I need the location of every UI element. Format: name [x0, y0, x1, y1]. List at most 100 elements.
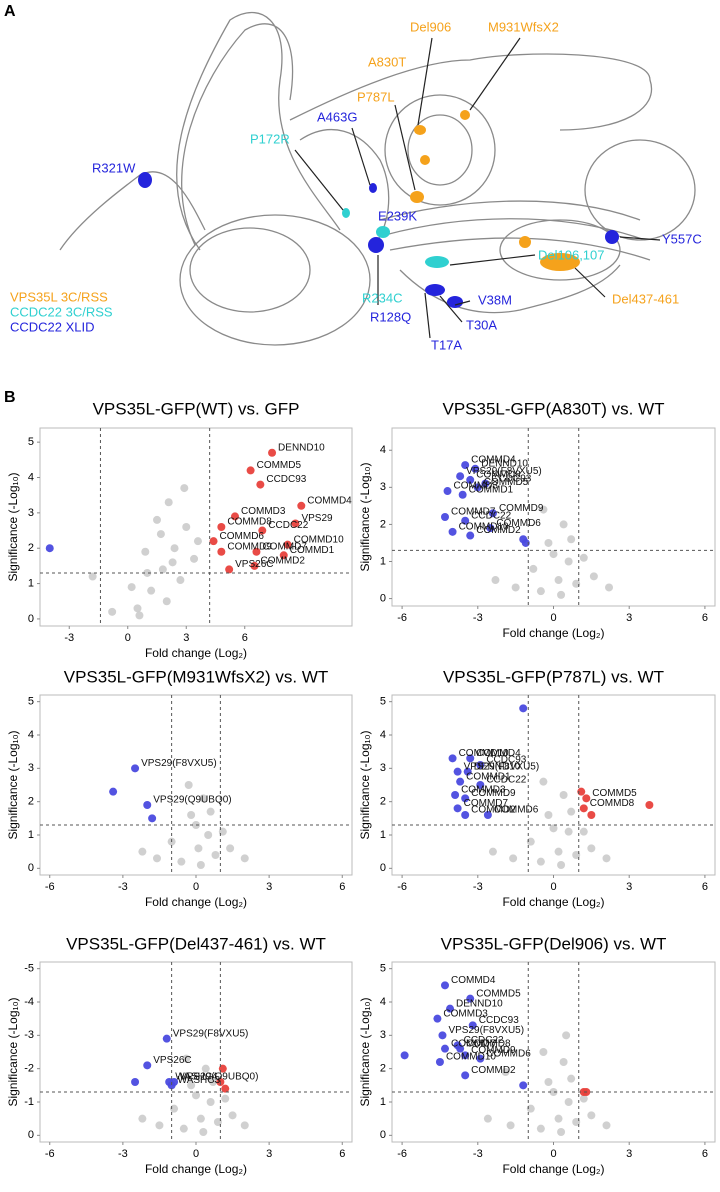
x-tick-label: -3 [473, 881, 483, 893]
data-point [228, 1111, 237, 1120]
point-label: COMMD6 [494, 805, 539, 816]
point-label: VPS29(Q9UBQ0) [153, 795, 231, 806]
x-tick-label: 6 [339, 881, 345, 893]
mutation-label: R234C [362, 290, 402, 305]
volcano-plot: VPS35L-GFP(M931WfsX2) vs. WT -6 -3 0 3 6 0 1 2 3 4… [6, 667, 353, 909]
data-point [164, 498, 173, 507]
data-point [246, 466, 255, 475]
point-label: CCDC93 [266, 474, 306, 485]
data-point [446, 1004, 455, 1013]
x-tick-label: 6 [339, 1148, 345, 1160]
data-point [511, 583, 520, 592]
plot-frame [39, 427, 353, 627]
data-point [602, 1121, 611, 1130]
volcano-plot: VPS35L-GFP(A830T) vs. WT -6 -3 0 3 6 0 1 2 3 4 Fold… [358, 399, 716, 640]
y-axis-label: Significance (-Log₁₀) [6, 472, 20, 581]
data-point [526, 1104, 535, 1113]
point-label: COMMD4 [471, 455, 516, 466]
data-point [481, 479, 490, 488]
pointer-lines [294, 37, 661, 339]
y-tick-label: 1 [380, 829, 386, 841]
point-label: COMMD2 [471, 1065, 516, 1076]
data-point [572, 851, 581, 859]
legend-entry: CCDC22 XLID [10, 319, 95, 334]
data-point [562, 1031, 571, 1040]
y-tick-label: 3 [380, 1029, 386, 1041]
data-point [179, 1124, 188, 1133]
data-point [461, 811, 470, 819]
data-point [587, 1111, 596, 1120]
point-label: COMMD2 [261, 556, 306, 567]
mutation-label: P787L [357, 89, 395, 104]
x-tick-label: 3 [266, 881, 272, 893]
data-point [217, 547, 226, 556]
x-axis-label: Fold change (Log₂) [502, 1162, 604, 1176]
data-point [258, 526, 267, 535]
point-label: COMMD9 [471, 788, 516, 799]
data-point [564, 557, 573, 566]
data-point [519, 704, 528, 713]
plot-title: VPS35L-GFP(Del437-461) vs. WT [66, 934, 326, 953]
data-point [536, 1124, 545, 1133]
legend: VPS35L 3C/RSS CCDC22 3C/RSS CCDC22 XLID [10, 289, 113, 334]
data-point [400, 1051, 409, 1060]
data-point [206, 807, 215, 816]
x-tick-label: 6 [702, 1148, 708, 1160]
y-tick-label: 0 [380, 1129, 386, 1141]
point-label: COMMD2 [476, 525, 521, 536]
x-tick-label: -6 [397, 881, 407, 893]
y-tick-label: 2 [380, 1063, 386, 1075]
data-point [158, 565, 167, 574]
data-point [577, 787, 586, 796]
data-point [88, 572, 97, 581]
point-label: COMMD5 [484, 477, 529, 488]
x-tick-label: 3 [626, 612, 632, 624]
x-tick-label: 0 [193, 1148, 199, 1160]
data-point [109, 787, 118, 796]
data-point [567, 1074, 576, 1083]
data-point [199, 794, 208, 803]
panel-label: A [4, 3, 16, 20]
data-point [143, 568, 152, 577]
data-point [209, 537, 218, 546]
data-point [453, 804, 462, 813]
point-label: COMMD1 [290, 545, 335, 556]
data-point [268, 448, 277, 457]
data-point [466, 994, 475, 1003]
data-point [196, 1114, 205, 1123]
point-label: COMMD6 [496, 518, 541, 529]
data-point [544, 811, 553, 819]
volcano-plot: VPS35L-GFP(Del906) vs. WT -6 -3 0 3 6 0 1 2 3 4 5 Fo… [358, 934, 716, 1176]
data-point [587, 844, 596, 853]
data-point [217, 523, 226, 531]
data-point [463, 767, 472, 776]
mutation-label: M931WfsX2 [488, 19, 559, 34]
x-tick-label: -3 [64, 632, 74, 644]
y-tick-label: 4 [380, 729, 386, 741]
data-point [438, 1031, 447, 1040]
y-tick-label: 3 [28, 762, 34, 774]
plot-frame [39, 961, 353, 1143]
point-label: COMMD9 [227, 541, 272, 552]
point-label: CCDC22 [486, 775, 526, 786]
mutation-label: V38M [478, 292, 512, 307]
x-tick-label: 3 [626, 1148, 632, 1160]
data-point [108, 607, 117, 616]
point-label: COMMD10 [459, 748, 509, 759]
volcano-plot: VPS35L-GFP(WT) vs. GFP -3 0 3 6 0 1 2 3 4 5 Fold ch… [6, 399, 353, 660]
y-tick-label: 1 [28, 577, 34, 589]
data-point [127, 583, 136, 592]
data-point [221, 1094, 230, 1103]
data-point [483, 1114, 492, 1123]
point-label: COMMD5 [592, 788, 637, 799]
plot-title: VPS35L-GFP(WT) vs. GFP [93, 399, 300, 418]
data-point [539, 1048, 548, 1056]
data-point [138, 1114, 147, 1123]
mutation-label: Del437-461 [612, 291, 679, 306]
x-tick-label: 3 [183, 632, 189, 644]
y-tick-label: -2 [24, 1063, 34, 1075]
x-axis-label: Fold change (Log₂) [145, 895, 247, 909]
x-tick-label: -6 [397, 612, 407, 624]
data-point [226, 844, 235, 853]
point-label: COMMD9 [499, 503, 544, 514]
